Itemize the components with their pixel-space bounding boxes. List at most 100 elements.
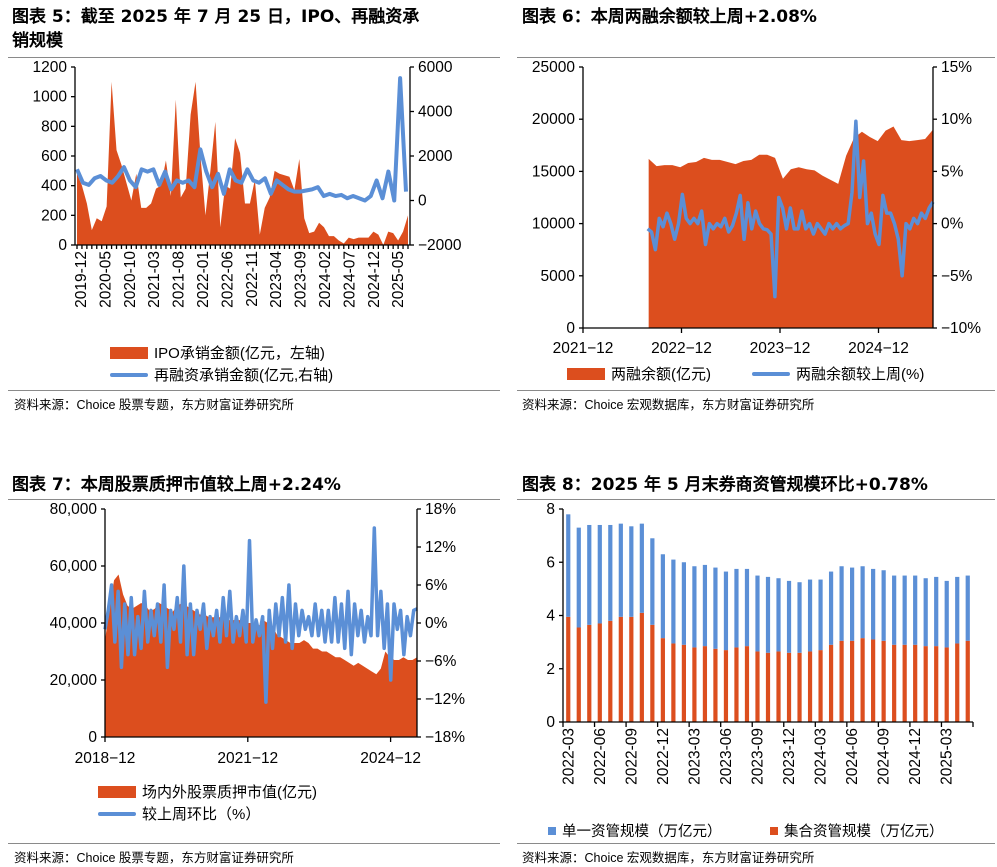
- chart8-single-bar: [660, 554, 665, 639]
- chart8-bottom-rule: [517, 843, 995, 844]
- chart5-left-axis-tick-label: 800: [41, 118, 67, 135]
- chart6-left-axis-tick-label: 15000: [532, 163, 575, 180]
- chart8-y-axis-tick-label: 4: [546, 608, 555, 625]
- legend-swatch: [770, 826, 778, 835]
- chart6-right-axis-tick-label: 15%: [941, 59, 972, 76]
- chart8-single-bar: [576, 527, 581, 628]
- chart8-single-bar: [650, 538, 655, 625]
- chart8-single-bar: [755, 575, 760, 652]
- chart7-change-line: [103, 526, 418, 704]
- chart5-x-tick-label: 2019-12: [73, 251, 90, 308]
- chart8-x-tick-label: 2023-12: [781, 728, 798, 785]
- chart6-left-axis-tick-label: 5000: [541, 268, 576, 285]
- chart8-collective-bar: [671, 643, 676, 722]
- chart7-right-axis-tick-label: −18%: [425, 729, 465, 746]
- chart6-legend-change: 两融余额较上周(%): [752, 363, 924, 384]
- chart8-x-tick-label: 2025-03: [939, 728, 956, 785]
- chart7-left-axis-tick-label: 60,000: [50, 558, 98, 575]
- chart5-x-tick-label: 2024-12: [366, 251, 383, 308]
- legend-label: 集合资管规模（万亿元）: [784, 824, 944, 840]
- chart8-single-bar: [566, 514, 571, 617]
- chart6-right-axis-tick-label: −10%: [941, 320, 981, 337]
- chart7-top-rule: [8, 499, 500, 500]
- chart8-collective-bar: [923, 646, 928, 722]
- chart8-collective-bar: [786, 652, 792, 722]
- chart8-single-bar: [702, 564, 708, 647]
- chart7-right-axis-tick-label: 18%: [425, 501, 456, 518]
- chart7-right-axis-tick-label: 12%: [425, 539, 456, 556]
- legend-label: 再融资承销金额(亿元,右轴): [154, 367, 334, 384]
- chart7-value-area: [105, 574, 417, 737]
- chart5-right-axis-tick-label: 0: [418, 193, 427, 210]
- chart8-x-tick-label: 2023-09: [749, 728, 766, 785]
- chart8-single-bar: [892, 575, 897, 645]
- chart8-single-bar: [587, 524, 592, 625]
- legend-swatch: [567, 367, 605, 380]
- chart8-single-bar: [881, 570, 886, 641]
- legend-label: 两融余额较上周(%): [796, 366, 925, 383]
- chart7-x-tick-label: 2021−12: [217, 750, 278, 767]
- chart7-bottom-rule: [8, 843, 500, 844]
- chart8-legend-collective: 集合资管规模（万亿元）: [770, 820, 944, 841]
- chart8-source: 资料来源：Choice 宏观数据库，东方财富证券研究所: [522, 851, 815, 865]
- chart8-single-bar: [639, 523, 644, 613]
- chart8-collective-bar: [587, 624, 592, 722]
- chart5-bottom-rule: [8, 390, 500, 391]
- chart7-left-axis-tick-label: 20,000: [50, 672, 98, 689]
- chart7-left-axis-tick-label: 80,000: [50, 501, 98, 518]
- chart5-source: 资料来源：Choice 股票专题，东方财富证券研究所: [14, 398, 294, 412]
- chart8-single-bar: [797, 582, 802, 653]
- chart8-single-bar: [944, 580, 949, 648]
- chart5-left-axis-tick-label: 1200: [33, 59, 68, 76]
- chart7-legend-value: 场内外股票质押市值(亿元): [98, 781, 317, 802]
- chart5-x-tick-label: 2020-05: [97, 251, 114, 308]
- chart8-collective-bar: [871, 639, 876, 722]
- chart8-collective-bar: [681, 644, 686, 722]
- chart7-left-axis-tick-label: 40,000: [50, 615, 98, 632]
- chart7-right-axis-tick-label: 6%: [425, 577, 448, 594]
- chart8-collective-bar: [650, 624, 655, 722]
- chart5-x-tick-label: 2023-09: [293, 251, 310, 308]
- legend-swatch: [98, 811, 136, 816]
- chart8-single-bar: [860, 566, 865, 639]
- chart5-legend-ipo: IPO承销金额(亿元，左轴): [110, 342, 325, 363]
- chart6-legend-balance: 两融余额(亿元): [567, 363, 711, 384]
- chart6-right-axis-tick-label: 5%: [941, 163, 964, 180]
- chart5-top-rule: [8, 57, 500, 58]
- chart8-single-bar: [786, 580, 792, 653]
- chart5-ipo-area: [77, 81, 408, 245]
- chart8-single-bar: [850, 567, 855, 641]
- chart5-x-tick-label: 2025-05: [390, 251, 407, 308]
- legend-swatch: [548, 826, 556, 835]
- chart8-collective-bar: [702, 646, 708, 722]
- chart7-x-tick-label: 2024−12: [360, 750, 421, 767]
- chart5-refinancing-line: [75, 76, 408, 203]
- chart5-right-axis-tick-label: 6000: [418, 59, 453, 76]
- chart6-x-tick-label: 2024−12: [848, 340, 909, 357]
- chart7-right-axis-tick-label: 0%: [425, 615, 448, 632]
- chart8-x-tick-label: 2022-12: [655, 728, 672, 785]
- chart5-x-tick-label: 2022-01: [195, 251, 212, 308]
- chart8-single-bar: [965, 575, 970, 641]
- chart6-bottom-rule: [517, 390, 995, 391]
- chart8-y-axis-tick-label: 8: [546, 501, 555, 518]
- chart8-single-bar: [923, 578, 928, 647]
- chart6-source: 资料来源：Choice 宏观数据库，东方财富证券研究所: [522, 398, 815, 412]
- chart5-right-axis-tick-label: 4000: [418, 104, 453, 121]
- chart8-collective-bar: [828, 644, 834, 722]
- chart5-left-axis-tick-label: 200: [41, 207, 67, 224]
- chart8-single-bar: [776, 578, 781, 652]
- chart8-collective-bar: [608, 620, 613, 722]
- chart5-x-tick-label: 2024-02: [317, 251, 334, 308]
- chart6-left-axis-tick-label: 10000: [532, 216, 575, 233]
- chart5-x-tick-label: 2021-03: [146, 251, 163, 308]
- chart8-x-tick-label: 2024-03: [813, 728, 830, 785]
- chart8-single-bar: [692, 566, 697, 648]
- chart7-right-axis-tick-label: −6%: [425, 653, 457, 670]
- chart5-left-axis-tick-label: 1000: [33, 89, 68, 106]
- chart8-collective-bar: [692, 647, 697, 722]
- chart8-x-tick-label: 2024-09: [876, 728, 893, 785]
- chart8-collective-bar: [776, 651, 781, 722]
- chart8-x-tick-label: 2022-09: [623, 728, 640, 785]
- chart8-collective-bar: [860, 638, 865, 722]
